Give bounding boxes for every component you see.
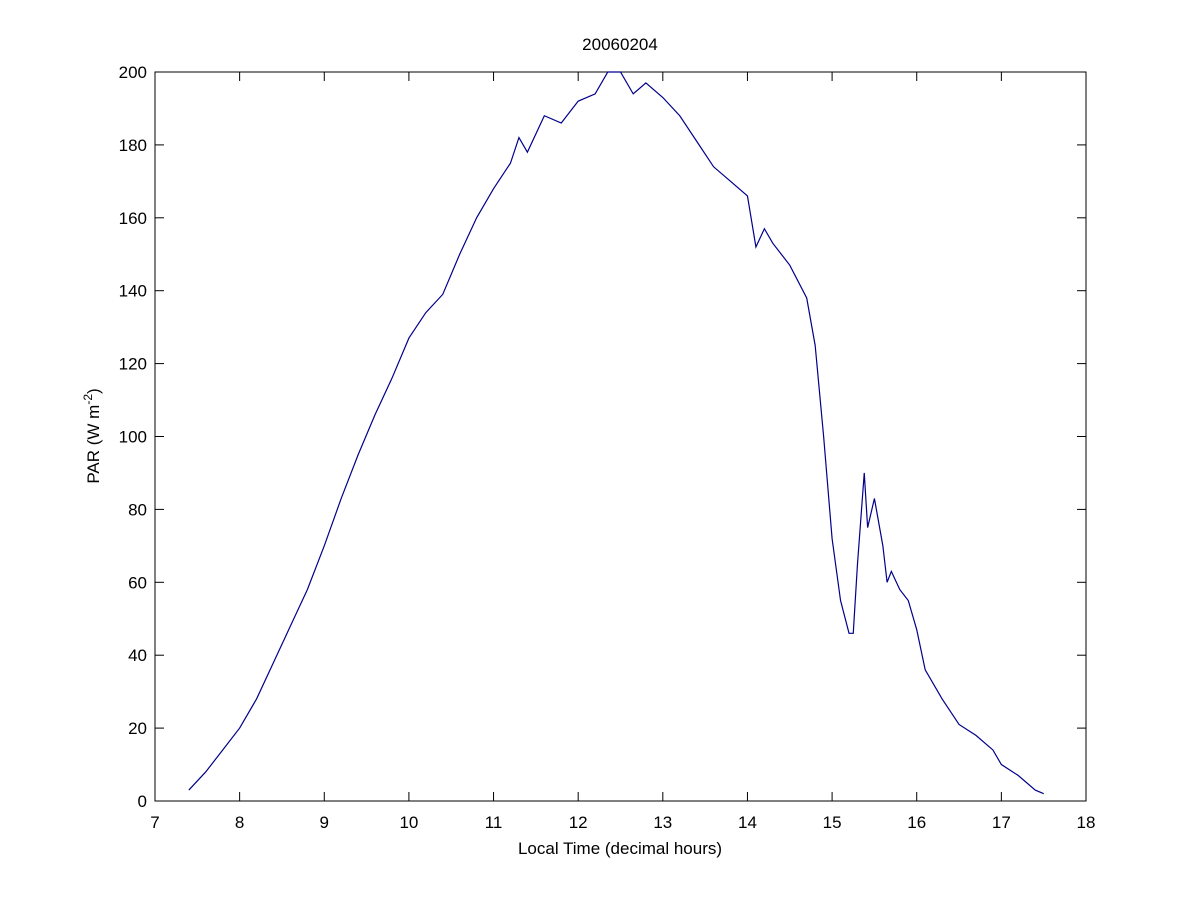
y-tick-label: 60 [128, 573, 147, 592]
x-tick-label: 15 [823, 813, 842, 832]
y-tick-label: 80 [128, 500, 147, 519]
y-tick-label: 160 [119, 209, 147, 228]
y-axis-label-superscript: -2 [81, 394, 95, 405]
y-tick-label: 200 [119, 63, 147, 82]
y-tick-label: 140 [119, 282, 147, 301]
x-axis-label: Local Time (decimal hours) [518, 839, 722, 858]
data-line [188, 71, 1044, 795]
x-tick-label: 16 [907, 813, 926, 832]
x-tick-label: 7 [150, 813, 159, 832]
y-axis-label: PAR (W m-2) [81, 388, 103, 483]
chart-title: 20060204 [582, 35, 658, 54]
y-tick-label: 120 [119, 355, 147, 374]
y-tick-label: 180 [119, 136, 147, 155]
x-tick-label: 18 [1077, 813, 1096, 832]
y-tick-label: 0 [138, 792, 147, 811]
x-tick-label: 14 [738, 813, 757, 832]
x-tick-label: 11 [485, 813, 503, 832]
x-tick-label: 10 [399, 813, 418, 832]
y-axis-label-close: ) [84, 388, 103, 394]
y-tick-label: 100 [119, 428, 147, 447]
x-tick-label: 8 [235, 813, 244, 832]
x-tick-label: 9 [320, 813, 329, 832]
x-tick-label: 17 [992, 813, 1011, 832]
x-tick-label: 12 [569, 813, 588, 832]
x-tick-label: 13 [653, 813, 672, 832]
y-tick-label: 20 [128, 719, 147, 738]
y-tick-label: 40 [128, 646, 147, 665]
y-axis-label-text: PAR (W m [84, 405, 103, 484]
